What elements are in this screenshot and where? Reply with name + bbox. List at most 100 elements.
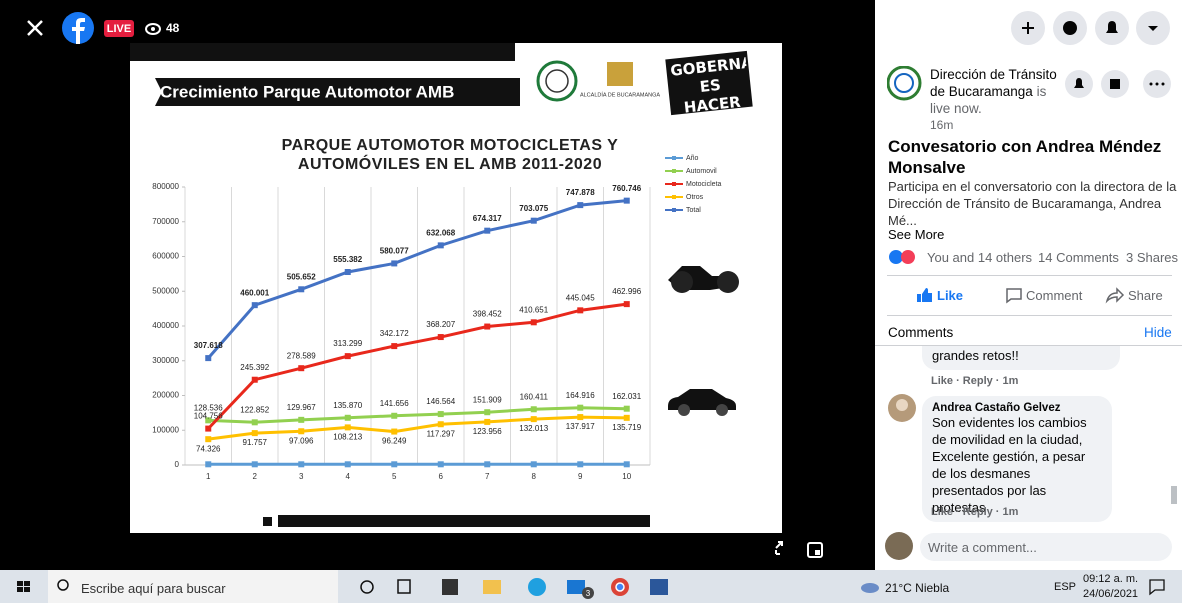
messenger-icon [1063,21,1077,35]
y-tick-label: 300000 [152,356,179,365]
point [205,436,211,442]
post-actions [1065,70,1175,100]
legend-label: Año [686,155,699,162]
pip-inner [815,550,820,555]
point [298,461,304,467]
cortana[interactable] [361,581,373,593]
notifications-icon[interactable] [1150,580,1164,594]
scrollbar[interactable] [1171,486,1177,504]
commenter-avatar[interactable] [888,394,916,422]
legend-label: Total [686,207,701,214]
point [577,414,583,420]
task-view[interactable] [398,580,410,593]
weather[interactable]: 21°C Niebla [885,581,949,595]
clock-time[interactable]: 09:12 a. m. [1083,573,1138,585]
data-label: 505.652 [287,272,316,281]
point [531,416,537,422]
data-label: 137.917 [566,422,595,431]
slide-square [263,517,272,526]
y-tick-label: 200000 [152,391,179,400]
legend-marker [672,169,676,173]
action-icons [915,286,1125,304]
point [345,415,351,421]
data-label: 398.452 [473,310,502,319]
slogan-wrap: GOBERNAR ES HACER [670,54,751,114]
start-button[interactable] [17,581,30,592]
point [391,413,397,419]
data-label: 123.956 [473,427,502,436]
legend-label: Otros [686,194,704,201]
legend-marker [672,195,676,199]
point [624,461,630,467]
slide-header: Crecimiento Parque Automotor AMB [160,82,454,101]
edge-app[interactable] [528,578,546,596]
comment-placeholder: Write a comment... [928,540,1037,555]
slogan: GOBERNAR ES HACER [670,54,751,114]
y-tick-label: 500000 [152,286,179,295]
point [531,319,537,325]
x-tick-label: 2 [253,472,258,481]
clock-date[interactable]: 24/06/2021 [1083,588,1138,600]
live-label: LIVE [107,23,131,35]
user-avatar [885,532,913,560]
comment-input[interactable]: Write a comment... [920,533,1172,561]
comment-meta[interactable]: Like · Reply · 1m [931,375,1018,387]
comment-count[interactable]: 14 Comments [1038,249,1119,266]
data-label: 462.996 [612,287,641,296]
point [438,334,444,340]
divider [887,275,1172,276]
x-tick-label: 5 [392,472,397,481]
point [205,355,211,361]
dt-logo [538,62,576,100]
data-label: 555.382 [333,255,362,264]
store-app[interactable] [442,579,458,595]
reactions[interactable]: You and 14 others [927,249,1032,266]
comment-meta[interactable]: Like · Reply · 1m [931,506,1018,518]
point [577,405,583,411]
data-label: 74.326 [196,444,221,453]
point [438,421,444,427]
share-button[interactable]: Share [1128,287,1163,304]
data-label: 632.068 [426,228,455,237]
point [252,430,258,436]
word-app[interactable] [650,579,668,595]
comments-heading: Comments [888,325,953,340]
point [484,419,490,425]
see-more[interactable]: See More [888,226,944,243]
point [205,426,211,432]
reaction-icons [889,249,919,265]
point [577,307,583,313]
point [624,415,630,421]
data-label: 368.207 [426,320,455,329]
data-label: 151.909 [473,395,502,404]
data-label: 674.317 [473,214,502,223]
language[interactable]: ESP [1054,581,1076,593]
post-time[interactable]: 16m [930,117,1070,134]
data-label: 307.618 [194,341,223,350]
x-tick-label: 10 [622,472,631,481]
search-placeholder[interactable]: Escribe aquí para buscar [81,581,226,596]
city-logo-text: ALCALDÍA DE BUCARAMANGA [580,91,660,98]
point [252,419,258,425]
page-avatar[interactable] [887,66,923,102]
x-tick-label: 7 [485,472,490,481]
close-button[interactable] [28,21,42,35]
point [484,409,490,415]
y-tick-label: 0 [175,460,180,469]
comment-author[interactable]: Andrea Castaño Gelvez [932,402,1102,414]
fullscreen-button[interactable] [776,542,782,554]
data-label: 117.297 [427,429,456,438]
point [345,353,351,359]
taskbar: 3 Escribe aquí para buscar 21°C Niebla E… [0,570,1182,603]
hide-button[interactable]: Hide [1144,325,1172,340]
legend-marker [672,208,676,212]
point [345,424,351,430]
point [438,461,444,467]
data-label: 146.564 [426,397,455,406]
point [298,428,304,434]
share-count[interactable]: 3 Shares [1126,249,1178,266]
side-panel: Dirección de Tránsito de Bucaramanga is … [875,0,1182,570]
explorer-app[interactable] [483,580,501,594]
legend-marker [672,182,676,186]
slide-bottom-bar [278,515,650,527]
